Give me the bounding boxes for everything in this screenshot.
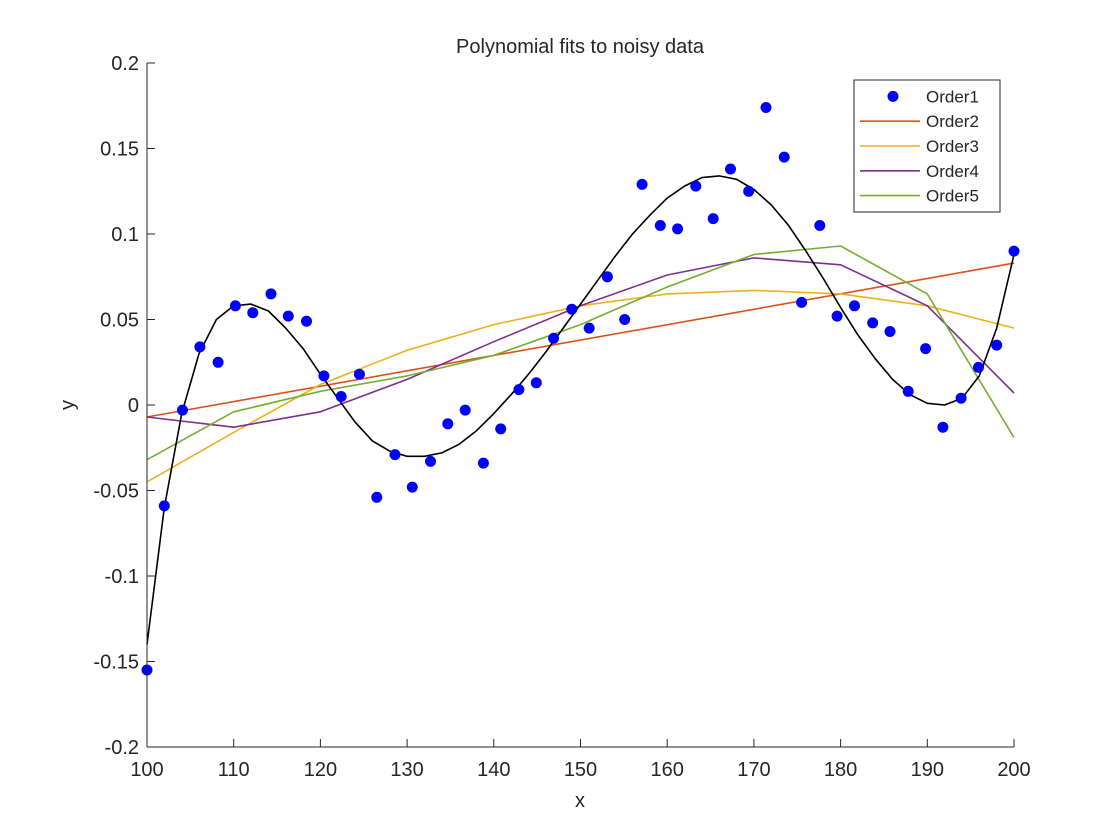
legend-label-order5: Order5 — [926, 187, 979, 206]
legend-label-order3: Order3 — [926, 137, 979, 156]
series-line-5 — [146, 175, 1015, 645]
legend-label-order2: Order2 — [926, 112, 979, 131]
x-tick-label: 140 — [477, 759, 510, 781]
data-point-order1 — [920, 343, 932, 355]
data-point-order1 — [725, 163, 736, 175]
data-point-order1 — [177, 404, 188, 416]
data-point-order1 — [973, 361, 984, 373]
data-point-order1 — [229, 300, 241, 312]
chart-title: Polynomial fits to noisy data — [456, 36, 705, 58]
y-tick-label: -0.15 — [93, 652, 139, 674]
data-point-order1 — [991, 339, 1003, 351]
series-layer — [141, 102, 1020, 676]
data-point-order1 — [654, 220, 666, 231]
x-tick-label: 120 — [304, 759, 337, 781]
data-point-order1 — [194, 341, 206, 353]
data-point-order1 — [530, 377, 542, 389]
data-point-order1 — [619, 314, 631, 325]
data-point-order1 — [690, 180, 702, 192]
data-point-order1 — [760, 102, 772, 113]
data-point-order1 — [601, 271, 613, 283]
data-point-order1 — [389, 449, 401, 461]
x-tick-label: 110 — [218, 759, 250, 781]
y-tick-label: -0.05 — [93, 481, 139, 503]
data-point-order1 — [583, 322, 595, 334]
data-point-order1 — [566, 303, 578, 315]
data-point-order1 — [831, 310, 843, 322]
data-point-order1 — [636, 178, 648, 190]
x-tick-label: 150 — [564, 759, 597, 781]
legend-label-order1: Order1 — [926, 87, 979, 106]
data-point-order1 — [884, 326, 896, 337]
legend-label-order4: Order4 — [926, 162, 979, 181]
data-point-order1 — [371, 491, 383, 503]
data-point-order1 — [1008, 245, 1020, 257]
data-point-order1 — [743, 185, 755, 197]
data-point-order1 — [548, 332, 560, 344]
x-axis-label: x — [575, 790, 585, 812]
y-tick-label: -0.1 — [105, 566, 139, 588]
data-point-order1 — [318, 370, 330, 382]
plot-area: 100 110 120 130 140 150 160 170 180 190 200 -0.2 -0.… — [93, 53, 1030, 781]
data-point-order1 — [902, 385, 914, 397]
y-axis-label: y — [57, 400, 79, 410]
y-tick-label: 0.2 — [111, 53, 139, 75]
data-point-order1 — [796, 296, 808, 308]
data-point-order1 — [212, 356, 224, 368]
legend: Order1 Order2 Order3 Order4 Order5 — [853, 79, 1001, 213]
data-point-order1 — [335, 391, 347, 402]
x-tick-label: 130 — [390, 759, 423, 781]
y-tick-label: 0 — [128, 395, 139, 417]
series-line-order4 — [146, 257, 1015, 429]
data-point-order1 — [778, 151, 790, 163]
data-point-order1 — [425, 455, 436, 467]
series-line-order2 — [146, 262, 1015, 418]
data-point-order1 — [301, 315, 312, 327]
data-point-order1 — [247, 307, 259, 319]
data-point-order1 — [707, 213, 719, 225]
axes-layer: 100 110 120 130 140 150 160 170 180 190 200 -0.2 -0.… — [93, 53, 1030, 781]
data-point-order1 — [672, 223, 684, 235]
data-point-order1 — [495, 423, 507, 435]
y-tick-label: 0.15 — [100, 139, 139, 161]
x-tick-label: 190 — [911, 759, 944, 781]
x-tick-label: 200 — [997, 759, 1030, 781]
data-point-order1 — [265, 288, 277, 300]
x-tick-label: 160 — [651, 759, 684, 781]
data-point-order1 — [477, 457, 489, 469]
data-point-order1 — [158, 500, 170, 512]
x-tick-label: 180 — [824, 759, 857, 781]
y-tick-label: 0.05 — [100, 310, 139, 332]
data-point-order1 — [937, 421, 949, 433]
data-point-order1 — [353, 368, 365, 380]
data-point-order1 — [513, 384, 525, 396]
data-point-order1 — [406, 481, 418, 493]
series-line-order5 — [146, 245, 1015, 461]
x-tick-label: 100 — [130, 759, 163, 781]
y-tick-label: 0.1 — [111, 224, 139, 246]
data-point-order1 — [849, 300, 860, 312]
data-point-order1 — [867, 317, 879, 329]
data-point-order1 — [282, 310, 294, 322]
data-point-order1 — [955, 392, 967, 404]
data-point-order1 — [459, 404, 471, 416]
legend-marker-order1 — [887, 90, 899, 102]
y-tick-label: -0.2 — [105, 737, 139, 759]
x-tick-label: 170 — [737, 759, 770, 781]
data-point-order1 — [814, 220, 826, 231]
data-point-order1 — [442, 418, 454, 430]
